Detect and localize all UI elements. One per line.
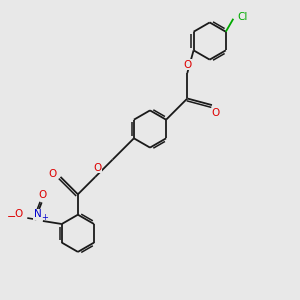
Text: Cl: Cl: [237, 12, 247, 22]
Text: N: N: [34, 209, 42, 219]
Text: O: O: [212, 109, 220, 118]
Text: −: −: [6, 212, 16, 222]
Text: O: O: [48, 169, 56, 179]
Text: O: O: [14, 209, 22, 219]
Text: O: O: [39, 190, 47, 200]
Text: O: O: [94, 163, 102, 173]
Text: O: O: [183, 60, 191, 70]
Text: +: +: [41, 213, 48, 222]
